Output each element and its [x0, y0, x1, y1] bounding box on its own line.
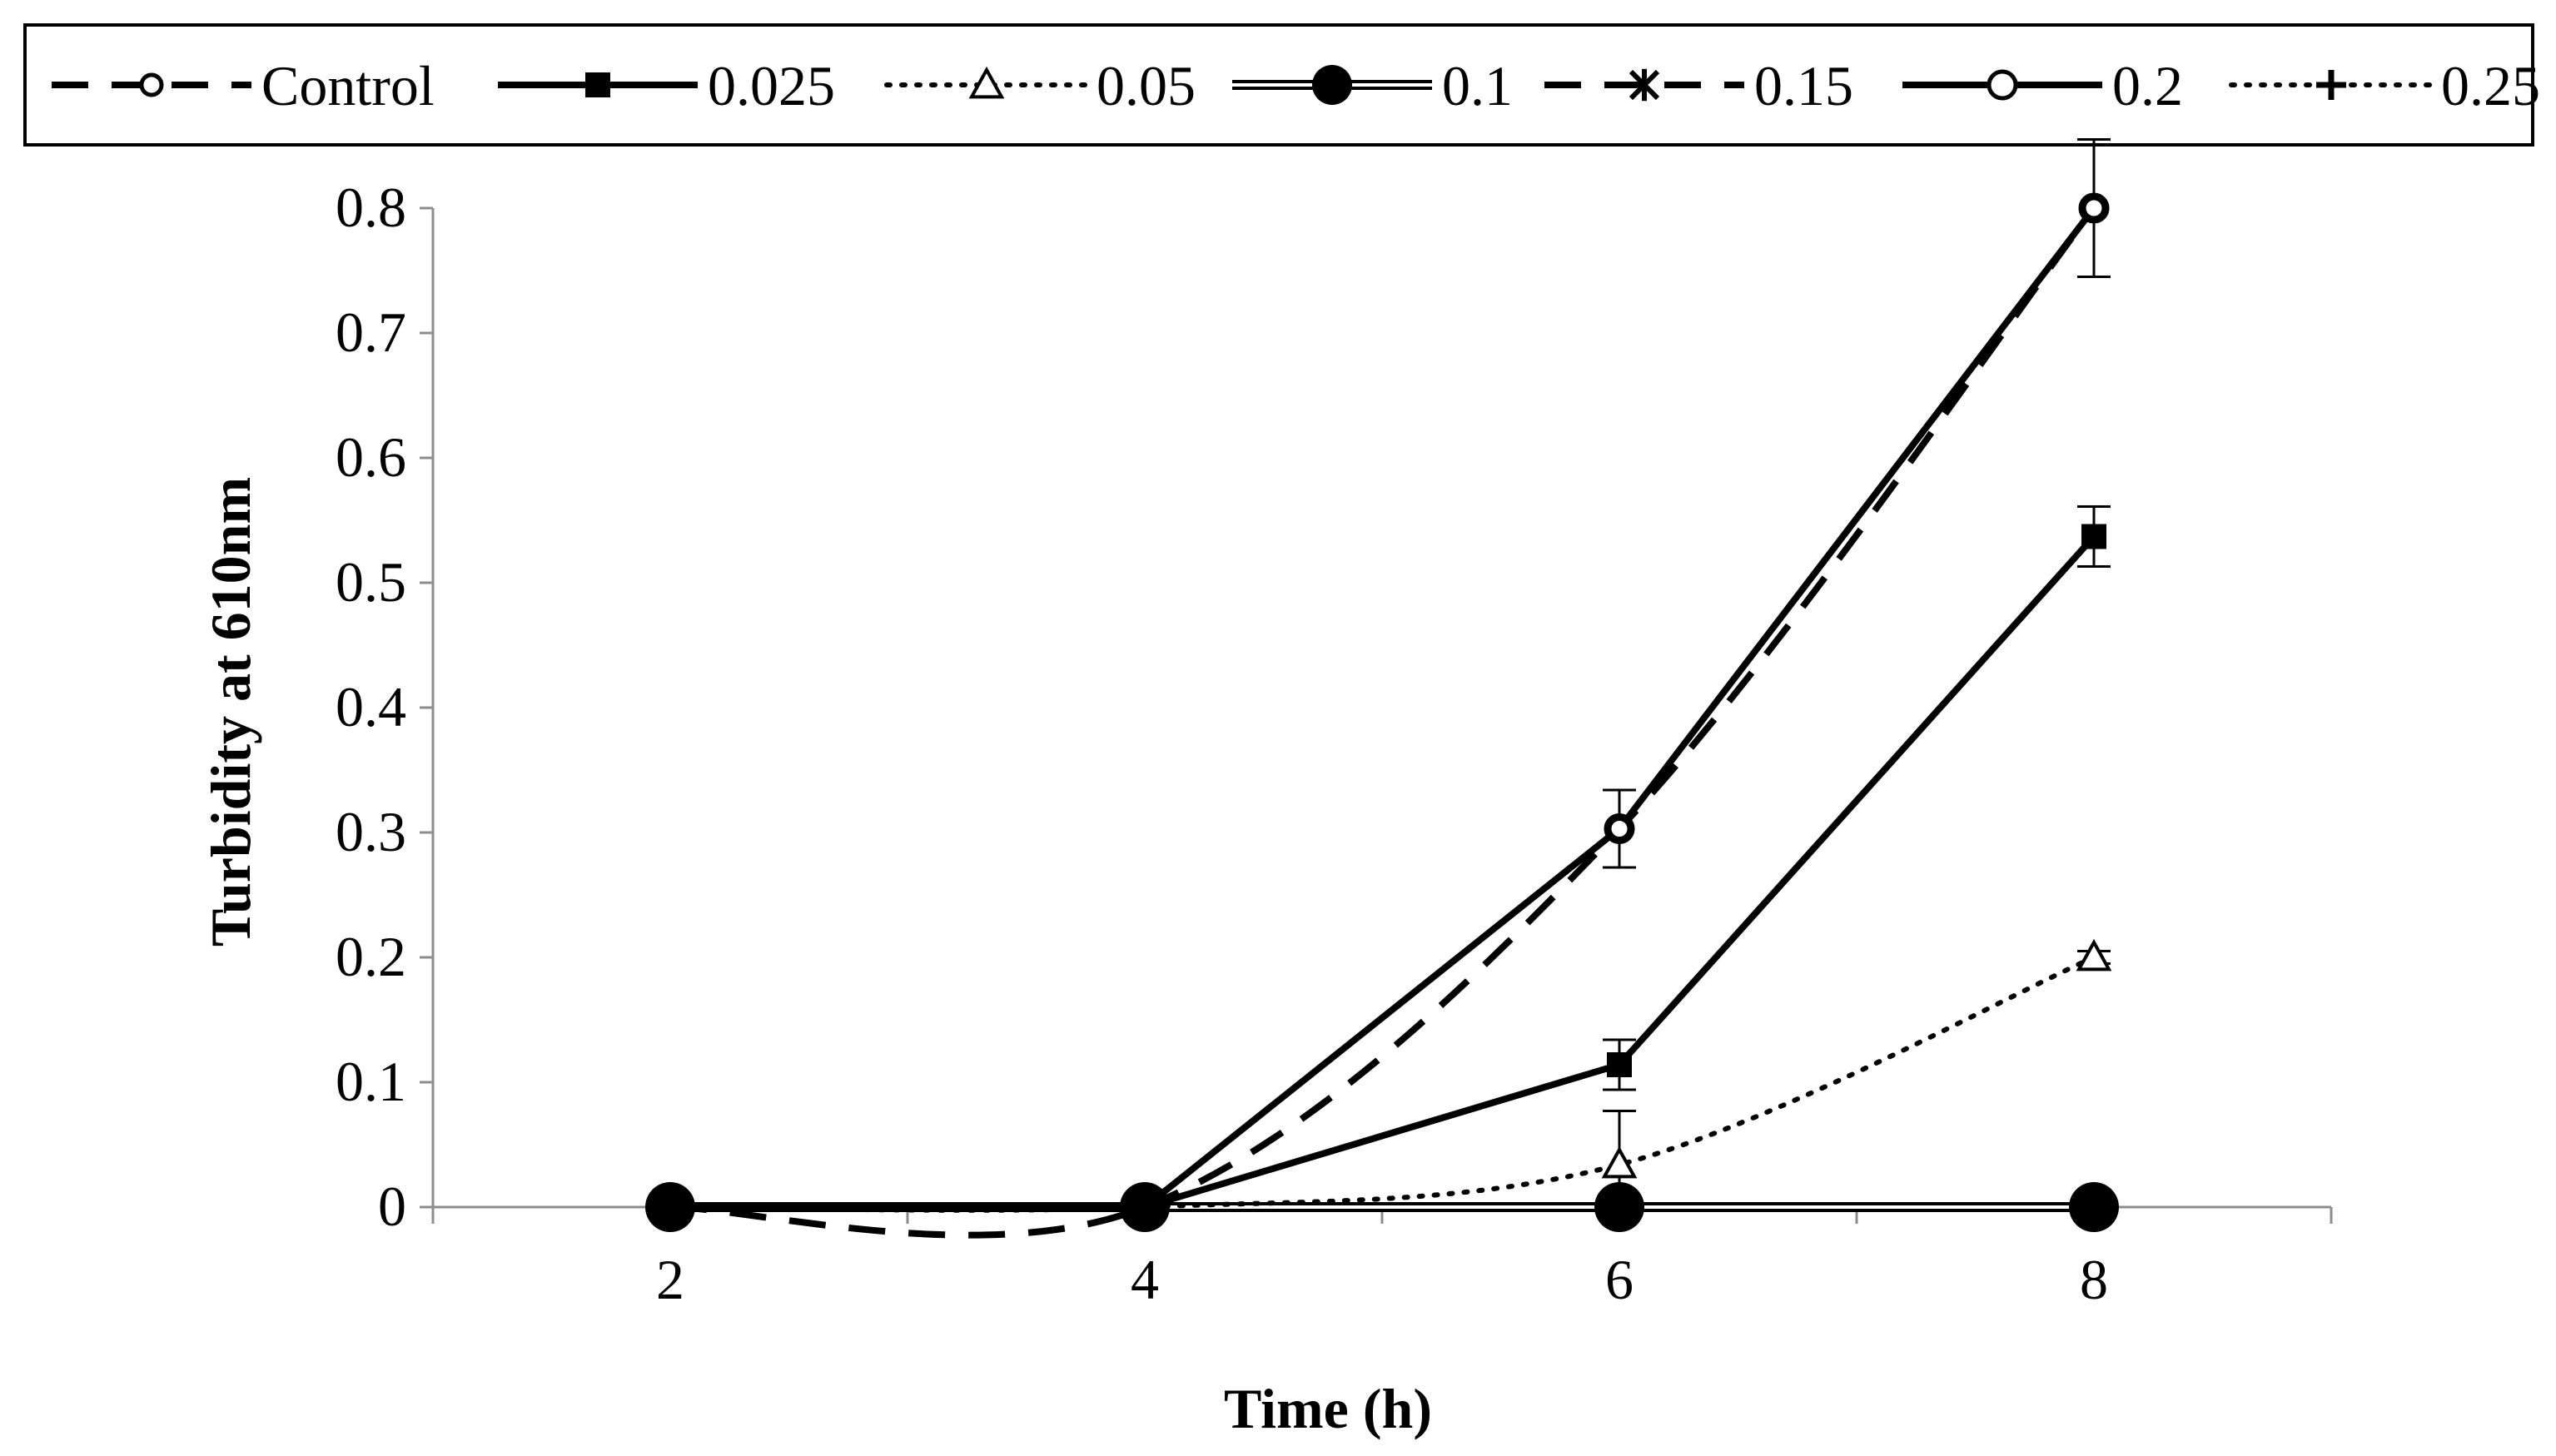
x-axis-title: Time (h)	[1224, 1377, 1432, 1440]
y-tick-label: 0.5	[336, 550, 406, 614]
legend-label-0.05: 0.05	[1096, 54, 1196, 117]
y-tick-label: 0	[378, 1175, 406, 1238]
data-point-0.05	[1601, 1145, 1638, 1179]
legend-label-0.15: 0.15	[1754, 54, 1853, 117]
data-point-Control	[1607, 817, 1632, 841]
data-point-0.1	[2069, 1182, 2119, 1232]
data-markers	[645, 192, 2119, 1232]
data-point-Control	[2081, 196, 2106, 221]
data-point-0.1	[1120, 1182, 1170, 1232]
legend-label-0.25: 0.25	[2441, 54, 2540, 117]
legend-marker-Control	[139, 72, 164, 97]
data-point-0.1	[645, 1182, 695, 1232]
y-tick-label: 0.3	[336, 800, 406, 863]
x-tick-label: 4	[1131, 1248, 1159, 1311]
data-point-0.025	[2081, 524, 2106, 549]
y-tick-label: 0.4	[336, 675, 406, 738]
data-point-0.025	[1607, 1052, 1632, 1077]
legend-marker-0.15	[1629, 68, 1660, 102]
y-axis-title: Turbidity at 610nm	[199, 477, 262, 947]
y-tick-label: 0.2	[336, 925, 406, 988]
y-tick-label: 0.1	[336, 1050, 406, 1113]
legend-label-0.025: 0.025	[708, 54, 835, 117]
series-line-0.2	[670, 206, 2097, 1210]
y-tick-label: 0.7	[336, 301, 406, 364]
legend-marker-0.05	[968, 66, 1005, 99]
legend: Control 0.025 0.05 0.1 0.15 0.2 0.25	[23, 23, 2540, 147]
legend-marker-0.025	[585, 72, 610, 97]
legend-label-0.2: 0.2	[2112, 54, 2183, 117]
series-lines	[668, 206, 2097, 1239]
data-point-0.1	[1594, 1182, 1644, 1232]
x-tick-label: 2	[656, 1248, 684, 1311]
series-line-Control	[669, 206, 2097, 1239]
legend-marker-0.25	[2316, 70, 2346, 100]
legend-marker-0.1	[1312, 65, 1352, 105]
legend-label-0.1: 0.1	[1442, 54, 1513, 117]
x-tick-label: 6	[1605, 1248, 1634, 1311]
data-point-0.05	[2076, 938, 2112, 971]
x-tick-label: 8	[2080, 1248, 2108, 1311]
legend-marker-0.2	[1987, 69, 2018, 101]
y-tick-label: 0.8	[336, 176, 406, 239]
legend-label-Control: Control	[261, 54, 435, 117]
y-tick-label: 0.6	[336, 425, 406, 489]
